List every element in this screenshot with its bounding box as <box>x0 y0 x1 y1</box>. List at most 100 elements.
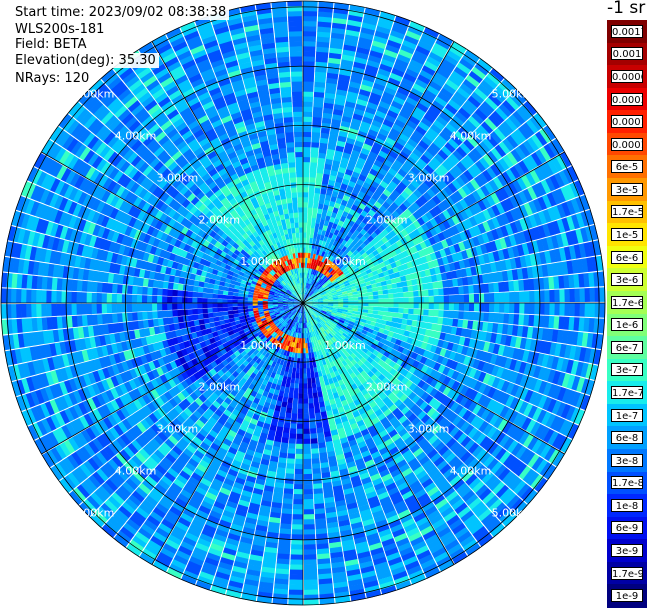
range-gate-cell <box>294 383 299 389</box>
range-gate-cell <box>313 483 322 489</box>
range-gate-cell <box>305 258 308 263</box>
range-gate-cell <box>499 303 505 313</box>
range-gate-cell <box>308 383 313 389</box>
range-gate-cell <box>311 152 319 158</box>
range-gate-cell <box>292 368 296 374</box>
range-gate-cell <box>308 393 313 399</box>
range-gate-cell <box>303 242 306 247</box>
range-gate-cell <box>311 438 318 444</box>
range-gate-cell <box>303 16 317 22</box>
range-gate-cell <box>308 388 313 394</box>
range-gate-cell <box>309 187 315 193</box>
range-gate-cell <box>383 307 389 312</box>
range-gate-cell <box>304 519 315 525</box>
range-gate-cell <box>373 303 378 307</box>
range-gate-cell <box>303 152 310 158</box>
range-gate-cell <box>382 316 388 321</box>
range-gate-cell <box>295 464 303 470</box>
range-gate-cell <box>464 303 470 311</box>
range-gate-cell <box>303 122 312 128</box>
range-gate-cell <box>293 398 298 404</box>
range-gate-cell <box>306 247 309 253</box>
range-gate-cell <box>290 428 297 434</box>
range-gate-cell <box>303 11 317 17</box>
range-gate-cell <box>308 197 313 203</box>
range-gate-cell <box>519 303 525 314</box>
range-gate-cell <box>494 293 500 303</box>
range-gate-cell <box>363 293 369 297</box>
range-gate-cell <box>407 286 413 292</box>
range-gate-cell <box>388 298 394 303</box>
range-gate-cell <box>295 378 299 384</box>
range-gate-cell <box>433 289 439 296</box>
range-gate-cell <box>424 296 430 302</box>
range-gate-cell <box>310 167 317 173</box>
range-gate-cell <box>316 218 321 224</box>
range-gate-cell <box>378 295 384 299</box>
range-gate-cell <box>311 137 319 143</box>
range-gate-cell <box>304 569 317 575</box>
range-gate-cell <box>303 111 312 117</box>
range-gate-cell <box>303 142 311 148</box>
range-gate-cell <box>293 363 297 369</box>
range-gate-cell <box>304 464 312 470</box>
range-gate-cell <box>393 313 399 318</box>
range-gate-cell <box>463 286 469 294</box>
range-gate-cell <box>590 303 596 317</box>
ppi-scan-plot: 1.00km2.00km3.00km4.00km5.00km1.00km2.00… <box>0 0 607 607</box>
range-gate-cell <box>296 368 300 374</box>
range-gate-cell <box>554 303 560 316</box>
range-gate-cell <box>296 449 303 455</box>
range-gate-cell <box>307 222 311 228</box>
range-gate-cell <box>303 167 310 173</box>
range-gate-cell <box>585 303 591 317</box>
range-gate-cell <box>296 439 303 445</box>
range-gate-cell <box>288 448 296 454</box>
range-gate-cell <box>493 313 499 323</box>
range-gate-cell <box>303 232 306 237</box>
range-gate-cell <box>488 313 494 323</box>
range-gate-cell <box>439 303 445 310</box>
range-gate-cell <box>388 289 394 294</box>
range-gate-cell <box>358 300 363 303</box>
range-gate-cell <box>313 473 322 479</box>
range-gate-cell <box>479 294 485 303</box>
range-gate-cell <box>554 290 560 303</box>
range-gate-cell <box>378 303 383 307</box>
range-gate-cell <box>304 534 316 540</box>
range-gate-cell <box>378 290 384 294</box>
range-gate-cell <box>534 303 540 315</box>
range-gate-cell <box>303 91 313 97</box>
range-gate-cell <box>303 227 307 232</box>
range-gate-cell <box>303 66 315 72</box>
range-gate-cell <box>399 303 405 308</box>
range-gate-cell <box>289 438 296 444</box>
range-gate-cell <box>429 296 435 302</box>
range-gate-cell <box>300 363 303 368</box>
range-gate-cell <box>296 434 303 440</box>
range-gate-cell <box>377 315 383 320</box>
range-gate-cell <box>284 488 294 494</box>
range-gate-cell <box>298 394 303 399</box>
range-gate-cell <box>303 71 314 77</box>
range-gate-cell <box>306 242 309 248</box>
range-gate-cell <box>314 402 320 408</box>
range-gate-cell <box>304 580 318 586</box>
range-gate-cell <box>300 358 303 363</box>
range-gate-cell <box>483 284 489 293</box>
range-gate-cell <box>304 444 311 450</box>
range-gate-cell <box>312 122 321 128</box>
range-gate-cell <box>284 422 291 428</box>
range-gate-cell <box>383 311 389 316</box>
range-gate-cell <box>580 303 586 317</box>
range-gate-cell <box>544 290 550 302</box>
range-gate-cell <box>413 291 419 297</box>
range-gate-cell <box>293 504 303 510</box>
range-gate-cell <box>289 585 303 591</box>
range-gate-cell <box>312 213 317 219</box>
range-gate-cell <box>459 303 465 311</box>
range-gate-cell <box>373 291 379 295</box>
range-gate-cell <box>564 289 570 302</box>
range-gate-cell <box>303 353 306 358</box>
range-gate-cell <box>483 313 489 322</box>
